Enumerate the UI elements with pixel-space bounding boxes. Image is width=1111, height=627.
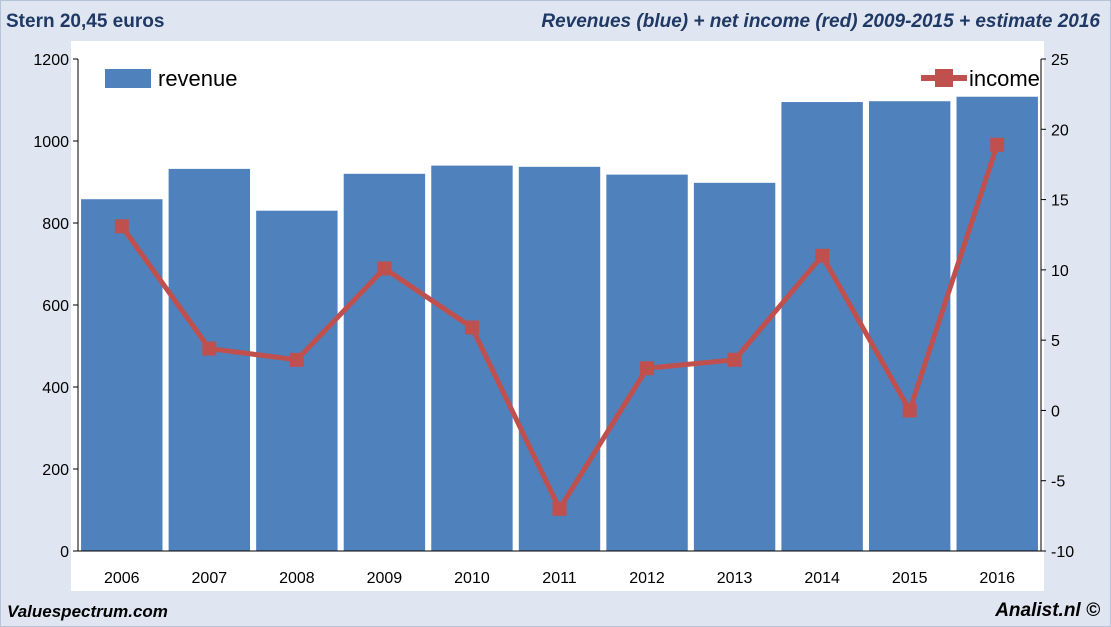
revenue-bar-2010 [431,165,513,551]
income-point-2010 [464,320,479,335]
y-right-tick-label: 15 [1051,193,1069,210]
revenue-bar-2009 [343,173,426,552]
x-tick-label: 2006 [104,570,140,587]
y-left-tick-label: 1200 [33,52,69,69]
x-tick-label: 2009 [367,570,403,587]
income-point-2008 [289,352,304,367]
y-left-tick-label: 200 [42,462,69,479]
y-left-tick-label: 0 [60,544,69,561]
income-point-2015 [902,403,917,418]
source-label: Valuespectrum.com [7,602,168,621]
x-tick-label: 2008 [279,570,315,587]
x-tick-label: 2010 [454,570,490,587]
revenue-bar-2006 [81,199,163,551]
y-left-tick-label: 600 [42,298,69,315]
revenue-bar-2008 [256,210,338,551]
income-point-2013 [727,352,742,367]
x-tick-label: 2007 [192,570,228,587]
legend-income-label: income [969,66,1040,91]
x-tick-label: 2011 [542,570,577,587]
income-point-2016 [990,137,1005,152]
y-right-tick-label: -10 [1051,544,1074,561]
revenue-bar-2007 [168,168,251,551]
revenue-bar-2011 [518,166,601,551]
y-right-tick-label: 10 [1051,263,1069,280]
y-left-tick-label: 400 [42,380,69,397]
y-left-tick-label: 800 [42,216,69,233]
revenue-bar-2016 [956,96,1038,551]
y-left-tick-label: 1000 [33,134,69,151]
income-point-2009 [377,261,392,276]
y-right-tick-label: 25 [1051,52,1069,69]
x-tick-label: 2015 [892,570,928,587]
x-tick-label: 2012 [629,570,665,587]
x-tick-label: 2016 [979,570,1015,587]
revenue-bar-2014 [781,102,863,552]
chart-title: Revenues (blue) + net income (red) 2009-… [541,11,1100,32]
x-tick-label: 2013 [717,570,753,587]
y-right-tick-label: -5 [1051,474,1065,491]
y-right-tick-label: 20 [1051,122,1069,139]
legend-income-marker [935,69,953,87]
y-right-tick-label: 0 [1051,403,1060,420]
income-point-2012 [640,361,655,376]
x-tick-label: 2014 [804,570,840,587]
stock-price-title: Stern 20,45 euros [6,11,165,32]
income-point-2011 [552,501,567,516]
revenue-bar-2013 [693,182,776,551]
income-point-2006 [114,219,129,234]
legend-revenue-label: revenue [158,66,238,91]
y-right-tick-label: 5 [1051,333,1060,350]
income-point-2014 [815,248,830,263]
legend-revenue-swatch [105,69,151,88]
copyright-label: Analist.nl © [995,600,1100,621]
income-point-2007 [202,341,217,356]
